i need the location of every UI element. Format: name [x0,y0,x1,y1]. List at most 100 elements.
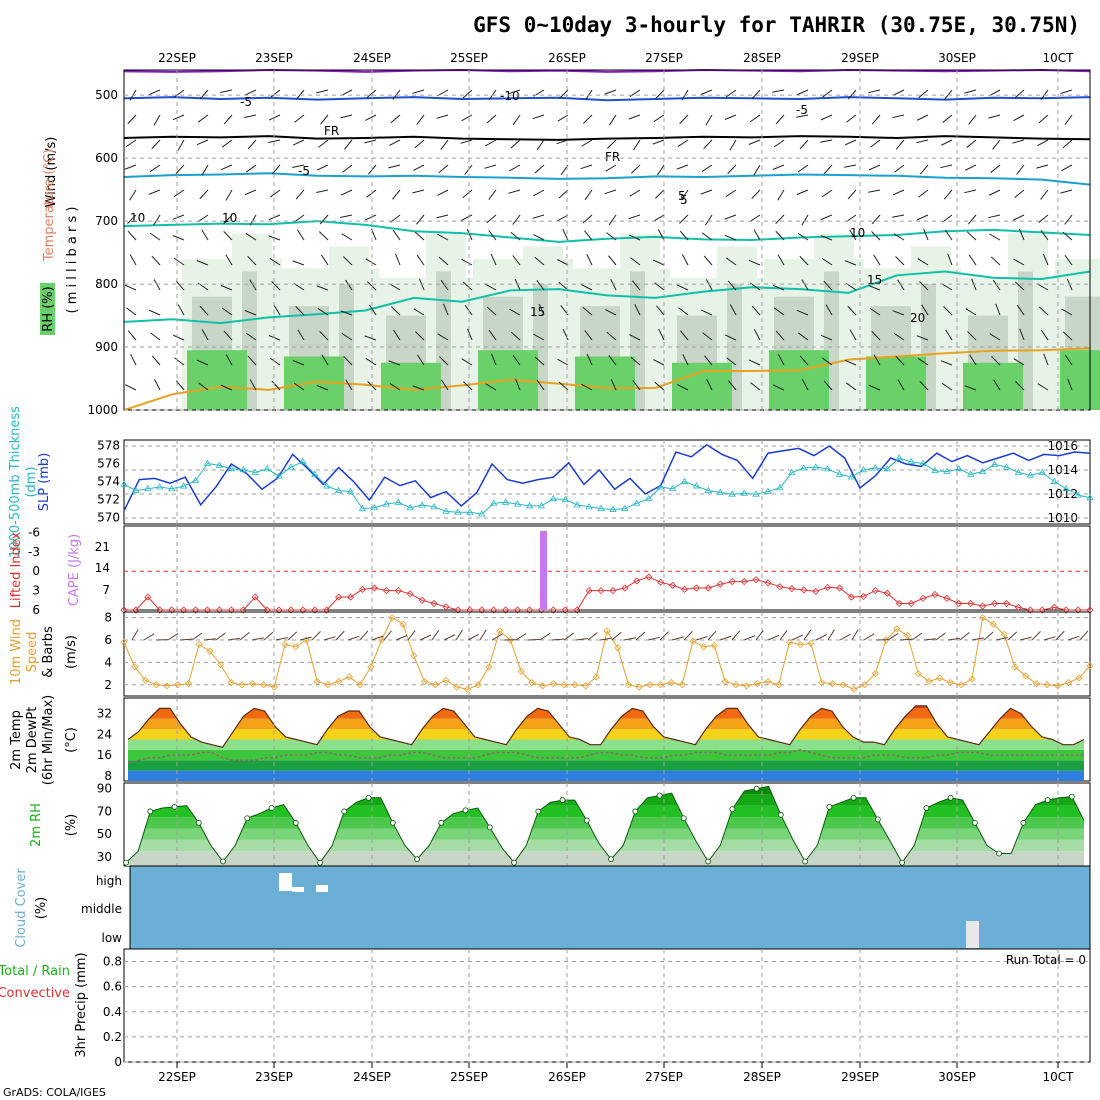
temperature-contour [123,347,1091,411]
wind-barb [221,307,233,316]
lifted-index-marker [478,606,486,614]
wind-barb [515,378,521,391]
wind-barb [631,164,641,174]
rh-marker [317,859,323,866]
wind-barb [677,384,689,391]
wind-barb [533,333,545,341]
contour-label: 15 [867,273,882,287]
wind-barb [245,233,257,241]
wind-barb [655,89,665,99]
wind-speed-marker [936,674,944,682]
wind-barb [892,114,905,119]
thickness-marker [776,484,784,491]
wind-barb [965,308,977,316]
wind-barb [773,307,785,316]
lifted-index-marker [740,578,748,586]
surface-wind-barb [395,635,408,641]
wind-barb [653,114,665,122]
wind-speed-marker [657,681,665,689]
wind-barb [534,164,545,174]
wind-barb [917,258,929,266]
surface-wind-barb [371,635,384,641]
contour-label: -5 [796,103,808,117]
pressure-tick-label: 700 [95,214,118,228]
wind-barb [724,214,737,220]
surface-wind-barb [443,634,456,641]
lifted-index-marker [156,606,164,614]
wind-barb [751,89,761,100]
contour-label: 5 [680,193,688,207]
wind-barb [124,284,137,291]
wind-barb [897,379,905,391]
wind-barb [461,258,473,266]
wind-barb [1037,383,1049,391]
thickness-marker [215,461,224,468]
wind-speed-marker [979,614,987,622]
wind-speed-marker [667,678,675,687]
wind-barb [947,253,953,266]
surface-wind-barb [791,634,804,641]
wind-barb [964,89,977,94]
wind-barb [343,256,353,266]
wind-barb [173,189,185,198]
wind-panel-frame [123,611,1091,697]
wind-speed-marker [581,682,590,690]
bottom-date-label: 26SEP [548,1070,586,1084]
wind-barb [845,382,857,391]
wind-barb [653,359,665,366]
thickness-marker [907,457,915,465]
wind-barb [484,164,497,169]
wind-barb [967,214,977,225]
contour-label: FR [605,150,620,164]
wind-barb [558,281,569,291]
wind-barb [1040,229,1049,241]
wind-speed-line [123,616,1091,690]
wind-barb [820,214,833,220]
wind-speed-marker [131,663,139,671]
wind-barb [320,114,329,125]
lifted-index-marker [502,606,510,614]
lifted-index-marker [669,581,677,590]
wind-barb [1060,89,1073,94]
wind-barb [270,89,281,98]
wind-barb [729,304,737,316]
thickness-marker [1086,494,1094,501]
wind-barb [1064,114,1073,126]
wind-barb [918,189,929,198]
lifted-index-marker [657,578,665,586]
top-date-label: 23SEP [255,51,293,65]
wind-barb [318,139,329,148]
wind-barb [461,358,473,366]
rh-marker [874,816,881,823]
surface-wind-barb [1079,630,1089,641]
lifted-index-marker [907,599,915,608]
surface-wind-barb [587,632,598,641]
wind-barb [153,214,161,226]
surface-wind-barb [659,631,669,641]
thickness-marker [501,498,510,505]
lifted-index-marker [406,590,414,598]
lifted-index-tick-label: 6 [32,603,40,617]
contour-label: 10 [130,211,145,225]
thickness-marker [513,500,522,507]
wind-barb [1036,164,1049,169]
rh-tick-label: 90 [97,782,112,796]
rh-marker [268,805,275,811]
wind-speed-marker [861,681,869,689]
wind-speed-marker [1075,674,1083,682]
rh-marker [147,808,154,815]
wind-barb [682,353,689,366]
wind-barb [532,214,545,219]
wind-barb [1040,189,1049,200]
rh-marker [947,794,954,801]
surface-wind-barb [959,632,970,641]
wind-barb [1067,378,1073,391]
wind-barb [510,331,521,341]
rh-marker [511,859,517,866]
wind-barb [297,329,305,341]
wind-barb [438,164,449,174]
wind-barb [196,139,209,146]
top-date-label: 27SEP [645,51,683,65]
thickness-marker [800,464,808,471]
wind-barb [944,229,953,241]
